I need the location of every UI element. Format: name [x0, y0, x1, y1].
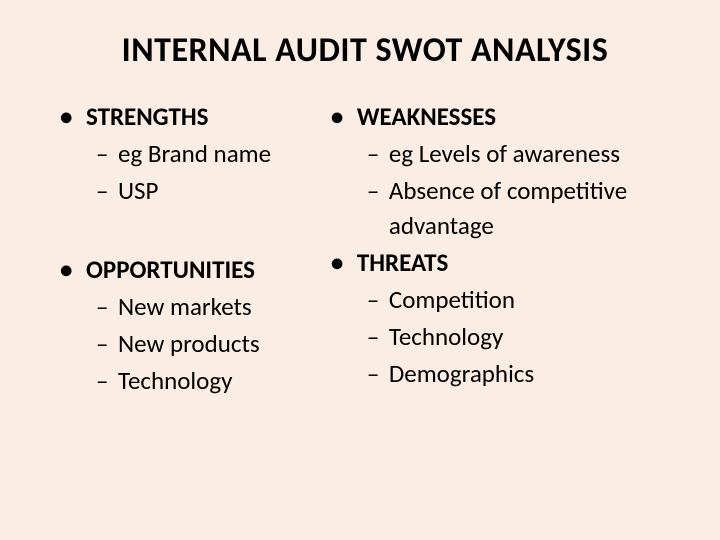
heading-text: THREATS	[357, 245, 448, 280]
item-text: Technology	[389, 319, 503, 354]
opportunities-item: – Technology	[60, 363, 321, 398]
strengths-item: – USP	[60, 173, 321, 208]
item-text: eg Levels of awareness	[389, 136, 620, 171]
content-columns: • STRENGTHS – eg Brand name – USP • OPPO…	[60, 97, 670, 398]
bullet-dot-icon: •	[331, 245, 357, 280]
threats-heading: • THREATS	[331, 245, 670, 280]
opportunities-item: – New markets	[60, 289, 321, 324]
item-text: Technology	[118, 363, 232, 398]
threats-item: – Demographics	[331, 356, 670, 391]
item-text: Absence of competitive advantage	[389, 173, 670, 243]
dash-icon: –	[96, 173, 118, 208]
strengths-heading: • STRENGTHS	[60, 99, 321, 134]
item-text: USP	[118, 173, 158, 208]
heading-text: WEAKNESSES	[357, 99, 496, 134]
opportunities-heading: • OPPORTUNITIES	[60, 252, 321, 287]
heading-text: OPPORTUNITIES	[86, 252, 255, 287]
dash-icon: –	[367, 136, 389, 171]
dash-icon: –	[367, 173, 389, 243]
weaknesses-item: – Absence of competitive advantage	[331, 173, 670, 243]
bullet-dot-icon: •	[60, 99, 86, 134]
slide: INTERNAL AUDIT SWOT ANALYSIS • STRENGTHS…	[0, 0, 720, 540]
strengths-item: – eg Brand name	[60, 136, 321, 171]
dash-icon: –	[96, 136, 118, 171]
threats-item: – Competition	[331, 282, 670, 317]
dash-icon: –	[96, 363, 118, 398]
weaknesses-heading: • WEAKNESSES	[331, 99, 670, 134]
heading-text: STRENGTHS	[86, 99, 208, 134]
dash-icon: –	[96, 289, 118, 324]
item-text: New products	[118, 326, 260, 361]
item-text: New markets	[118, 289, 252, 324]
bullet-dot-icon: •	[60, 252, 86, 287]
threats-item: – Technology	[331, 319, 670, 354]
dash-icon: –	[367, 282, 389, 317]
bullet-dot-icon: •	[331, 99, 357, 134]
dash-icon: –	[96, 326, 118, 361]
spacer	[60, 208, 321, 250]
item-text: Demographics	[389, 356, 534, 391]
opportunities-item: – New products	[60, 326, 321, 361]
item-text: eg Brand name	[118, 136, 271, 171]
item-text: Competition	[389, 282, 515, 317]
slide-title: INTERNAL AUDIT SWOT ANALYSIS	[60, 30, 670, 71]
dash-icon: –	[367, 319, 389, 354]
right-column: • WEAKNESSES – eg Levels of awareness – …	[331, 97, 670, 398]
left-column: • STRENGTHS – eg Brand name – USP • OPPO…	[60, 97, 321, 398]
weaknesses-item: – eg Levels of awareness	[331, 136, 670, 171]
dash-icon: –	[367, 356, 389, 391]
